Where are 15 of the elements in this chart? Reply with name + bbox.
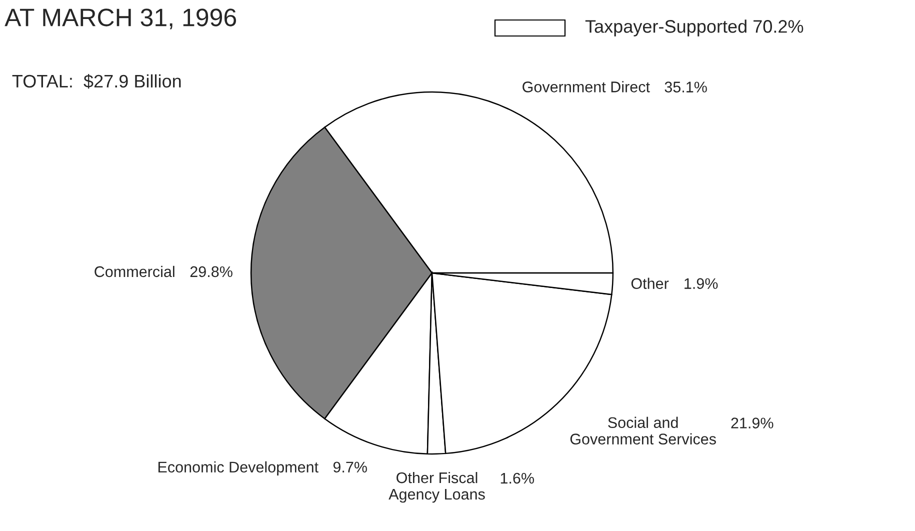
data-label: 1.9% bbox=[684, 278, 718, 289]
slice-label: Economic Development bbox=[158, 461, 318, 476]
data-label: 21.9% bbox=[731, 418, 774, 428]
data-label: 35.1% bbox=[664, 82, 707, 92]
slice-label: Social and Government Services bbox=[570, 416, 716, 444]
data-label: 1.6% bbox=[500, 472, 534, 484]
data-label: 9.7% bbox=[333, 462, 367, 473]
data-label: 29.8% bbox=[190, 266, 232, 278]
text: TOTAL: $27.9 Billion bbox=[12, 74, 181, 89]
legend-title: Taxpayer-Supported 70.2% bbox=[585, 20, 804, 36]
slice-label: Other Fiscal Agency Loans bbox=[388, 472, 485, 503]
slice-label: Government Direct bbox=[522, 81, 650, 92]
slice-label: Commercial bbox=[94, 266, 174, 278]
chart-title: AT MARCH 31, 1996 bbox=[4, 8, 236, 30]
slice-label: Other bbox=[631, 278, 669, 289]
